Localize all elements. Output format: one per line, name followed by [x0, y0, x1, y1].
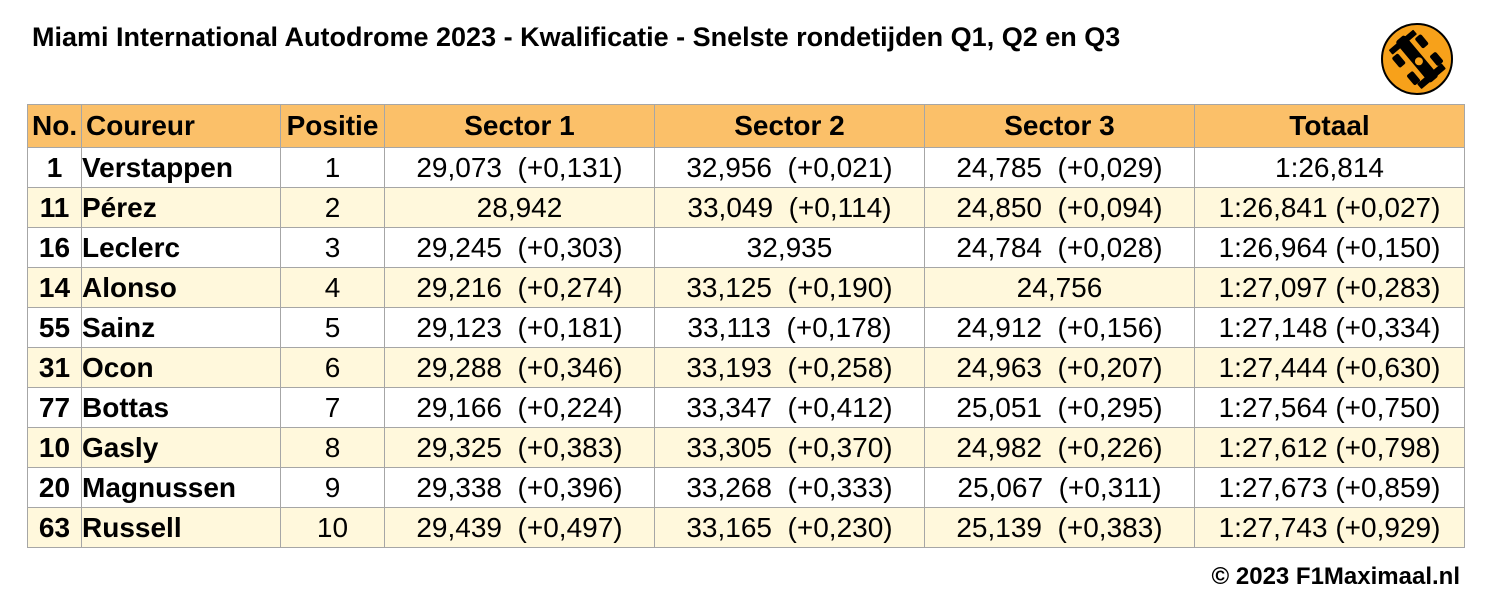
header-sector-3: Sector 3 — [924, 104, 1195, 148]
results-table: No. Coureur Positie Sector 1 Sector 2 Sector … — [27, 104, 1465, 548]
total-time: 1:26,814 — [1194, 147, 1465, 188]
total-time: 1:27,612 (+0,798) — [1194, 427, 1465, 468]
driver-name: Gasly — [81, 427, 281, 468]
sector-3-time: 25,051 (+0,295) — [924, 387, 1195, 428]
header-no: No. — [27, 104, 82, 148]
driver-name: Magnussen — [81, 467, 281, 508]
sector-3-time: 24,912 (+0,156) — [924, 307, 1195, 348]
total-time: 1:27,148 (+0,334) — [1194, 307, 1465, 348]
header-totaal: Totaal — [1194, 104, 1465, 148]
sector-2-time: 33,049 (+0,114) — [654, 187, 925, 228]
table-row: 63 Russell 10 29,439 (+0,497) 33,165 (+0,230… — [27, 507, 1465, 548]
grid-position: 2 — [280, 187, 385, 228]
car-number: 16 — [27, 227, 82, 268]
total-time: 1:26,841 (+0,027) — [1194, 187, 1465, 228]
car-number: 63 — [27, 507, 82, 548]
sector-2-time: 32,935 — [654, 227, 925, 268]
car-number: 1 — [27, 147, 82, 188]
car-number: 55 — [27, 307, 82, 348]
total-time: 1:26,964 (+0,150) — [1194, 227, 1465, 268]
total-time: 1:27,743 (+0,929) — [1194, 507, 1465, 548]
grid-position: 5 — [280, 307, 385, 348]
sector-2-time: 33,268 (+0,333) — [654, 467, 925, 508]
grid-position: 8 — [280, 427, 385, 468]
sector-1-time: 29,338 (+0,396) — [384, 467, 655, 508]
grid-position: 6 — [280, 347, 385, 388]
header-sector-2: Sector 2 — [654, 104, 925, 148]
car-number: 11 — [27, 187, 82, 228]
total-time: 1:27,444 (+0,630) — [1194, 347, 1465, 388]
driver-name: Sainz — [81, 307, 281, 348]
sector-1-time: 29,245 (+0,303) — [384, 227, 655, 268]
driver-name: Alonso — [81, 267, 281, 308]
sector-3-time: 25,139 (+0,383) — [924, 507, 1195, 548]
sector-3-time: 24,982 (+0,226) — [924, 427, 1195, 468]
driver-name: Leclerc — [81, 227, 281, 268]
grid-position: 7 — [280, 387, 385, 428]
header-positie: Positie — [280, 104, 385, 148]
table-row: 10 Gasly 8 29,325 (+0,383) 33,305 (+0,370) 24… — [27, 427, 1465, 468]
total-time: 1:27,564 (+0,750) — [1194, 387, 1465, 428]
sector-1-time: 29,123 (+0,181) — [384, 307, 655, 348]
table-row: 1 Verstappen 1 29,073 (+0,131) 32,956 (+0,02… — [27, 147, 1465, 188]
grid-position: 3 — [280, 227, 385, 268]
sector-1-time: 29,288 (+0,346) — [384, 347, 655, 388]
sector-3-time: 25,067 (+0,311) — [924, 467, 1195, 508]
sector-1-time: 29,216 (+0,274) — [384, 267, 655, 308]
driver-name: Russell — [81, 507, 281, 548]
table-row: 14 Alonso 4 29,216 (+0,274) 33,125 (+0,190) 2… — [27, 267, 1465, 308]
sector-2-time: 33,165 (+0,230) — [654, 507, 925, 548]
driver-name: Bottas — [81, 387, 281, 428]
sector-2-time: 33,193 (+0,258) — [654, 347, 925, 388]
table-row: 20 Magnussen 9 29,338 (+0,396) 33,268 (+0,33… — [27, 467, 1465, 508]
car-number: 77 — [27, 387, 82, 428]
total-time: 1:27,673 (+0,859) — [1194, 467, 1465, 508]
sector-3-time: 24,963 (+0,207) — [924, 347, 1195, 388]
car-number: 14 — [27, 267, 82, 308]
grid-position: 1 — [280, 147, 385, 188]
sector-3-time: 24,785 (+0,029) — [924, 147, 1195, 188]
table-row: 31 Ocon 6 29,288 (+0,346) 33,193 (+0,258) 24,… — [27, 347, 1465, 388]
sector-3-time: 24,756 — [924, 267, 1195, 308]
total-time: 1:27,097 (+0,283) — [1194, 267, 1465, 308]
car-number: 10 — [27, 427, 82, 468]
sector-1-time: 28,942 — [384, 187, 655, 228]
sector-1-time: 29,166 (+0,224) — [384, 387, 655, 428]
driver-name: Ocon — [81, 347, 281, 388]
sector-2-time: 33,305 (+0,370) — [654, 427, 925, 468]
page-title: Miami International Autodrome 2023 - Kwa… — [32, 22, 1121, 52]
sector-2-time: 32,956 (+0,021) — [654, 147, 925, 188]
driver-name: Pérez — [81, 187, 281, 228]
sector-1-time: 29,073 (+0,131) — [384, 147, 655, 188]
header-coureur: Coureur — [81, 104, 281, 148]
sector-2-time: 33,113 (+0,178) — [654, 307, 925, 348]
copyright-notice: © 2023 F1Maximaal.nl — [1211, 563, 1460, 590]
table-row: 11 Pérez 2 28,942 33,049 (+0,114) 24,850 (+0,… — [27, 187, 1465, 228]
grid-position: 10 — [280, 507, 385, 548]
table-row: 77 Bottas 7 29,166 (+0,224) 33,347 (+0,412) 2… — [27, 387, 1465, 428]
car-number: 20 — [27, 467, 82, 508]
header-sector-1: Sector 1 — [384, 104, 655, 148]
sector-2-time: 33,347 (+0,412) — [654, 387, 925, 428]
table-row: 55 Sainz 5 29,123 (+0,181) 33,113 (+0,178) 24… — [27, 307, 1465, 348]
table-row: 16 Leclerc 3 29,245 (+0,303) 32,935 24,784 (+… — [27, 227, 1465, 268]
driver-name: Verstappen — [81, 147, 281, 188]
grid-position: 4 — [280, 267, 385, 308]
car-number: 31 — [27, 347, 82, 388]
table-body: 1 Verstappen 1 29,073 (+0,131) 32,956 (+0,02… — [27, 147, 1465, 548]
sector-1-time: 29,439 (+0,497) — [384, 507, 655, 548]
grid-position: 9 — [280, 467, 385, 508]
sector-1-time: 29,325 (+0,383) — [384, 427, 655, 468]
table-header: No. Coureur Positie Sector 1 Sector 2 Sector … — [27, 104, 1465, 148]
sector-2-time: 33,125 (+0,190) — [654, 267, 925, 308]
race-car-icon — [1380, 22, 1454, 96]
sector-3-time: 24,784 (+0,028) — [924, 227, 1195, 268]
sector-3-time: 24,850 (+0,094) — [924, 187, 1195, 228]
